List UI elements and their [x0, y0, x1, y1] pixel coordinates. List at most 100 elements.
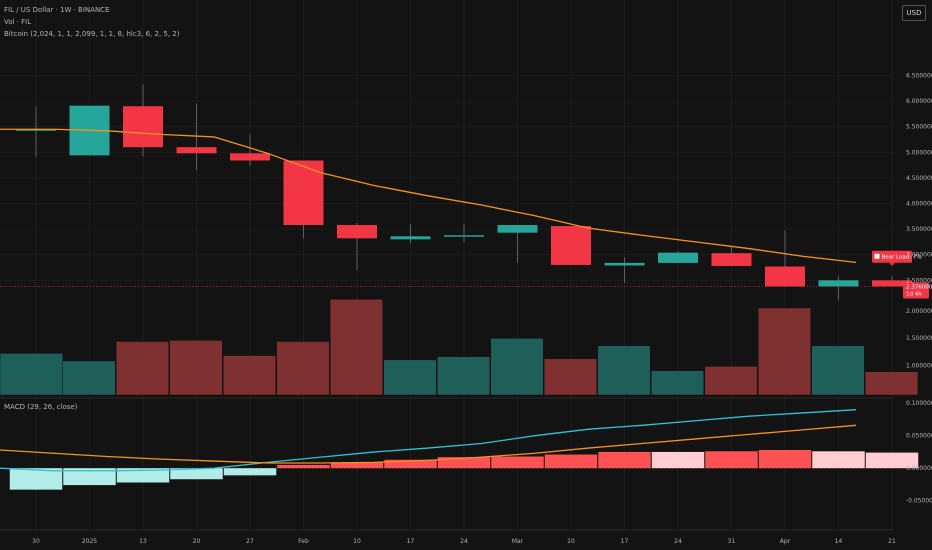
- x-tick-label: 30: [32, 538, 40, 545]
- macd-histogram-bar: [384, 459, 437, 469]
- x-tick-label: Apr: [780, 538, 791, 545]
- axis-layer: 30 2025 13 20 27 Feb 10 17 24 Mar 10 17 24 31 Apr 14 21 6…: [32, 72, 932, 545]
- candle-body: [765, 266, 805, 287]
- x-tick-label: 10: [353, 538, 361, 545]
- bear-icon: [874, 253, 880, 259]
- currency-button[interactable]: USD: [902, 5, 926, 21]
- volume-bar: [223, 355, 276, 396]
- macd-histogram-bar: [491, 456, 544, 469]
- x-tick-label: 2025: [82, 538, 97, 545]
- macd-histogram-bar: [705, 451, 758, 469]
- candle-body: [444, 235, 484, 237]
- volume-bar: [330, 299, 383, 396]
- moving-average-line: [0, 128, 857, 264]
- x-tick-label: 27: [246, 538, 254, 545]
- volume-tick-label: 1.5000000: [906, 335, 932, 342]
- volume-label: Vol · FIL: [4, 18, 32, 26]
- volume-bar: [62, 360, 116, 396]
- candle-body: [390, 236, 431, 240]
- macd-histogram-bar: [437, 457, 491, 469]
- x-tick-label: 24: [460, 538, 468, 545]
- price-tick-label: 5.0000000: [906, 149, 932, 156]
- volume-bar: [811, 345, 865, 396]
- volume-bar: [0, 353, 63, 396]
- last-price-countdown: 1d 4h: [906, 291, 922, 297]
- price-tick-label: 2.5000000: [906, 277, 932, 284]
- volume-tick-label: 2.0000000: [906, 308, 932, 315]
- volume-bar: [544, 358, 597, 396]
- macd-histogram-bar: [223, 468, 277, 476]
- volume-pane[interactable]: [0, 299, 918, 396]
- candle-body: [818, 280, 859, 287]
- price-tick-label: 6.0000000: [906, 98, 932, 105]
- candle-body: [604, 262, 645, 266]
- macd-histogram-bar: [812, 451, 865, 469]
- price-tick-label: 3.5000000: [906, 226, 932, 233]
- macd-line: [0, 409, 857, 472]
- last-price-value: 2.3760000: [906, 284, 932, 290]
- x-tick-label: 14: [835, 538, 843, 545]
- volume-tick-label: 1.0000000: [906, 362, 932, 369]
- x-tick-label: 24: [674, 538, 682, 545]
- macd-label: MACD (29, 26, close): [4, 403, 78, 411]
- macd-histogram-bar: [116, 468, 170, 483]
- price-tick-label: 4.0000000: [906, 201, 932, 208]
- x-tick-label: Feb: [298, 538, 309, 545]
- candle-body: [872, 280, 912, 287]
- macd-histogram-bar: [758, 450, 812, 469]
- volume-bar: [704, 366, 758, 396]
- price-tick-label: 4.5000000: [906, 175, 932, 182]
- x-tick-label: 21: [888, 538, 896, 545]
- volume-bar: [383, 359, 437, 396]
- indicator-label: Bitcoin (2,024, 1, 1, 2,099, 1, 1, 8, hl…: [4, 30, 180, 38]
- x-tick-label: 17: [621, 538, 629, 545]
- macd-histogram-bar: [330, 462, 384, 469]
- x-tick-label: 20: [193, 538, 201, 545]
- macd-tick-label: 0.0000000: [906, 465, 932, 472]
- volume-bar: [758, 307, 811, 396]
- macd-histogram-bar: [9, 468, 63, 490]
- chart-title: FIL / US Dollar · 1W · BINANCE: [4, 6, 110, 14]
- macd-histogram-bar: [865, 452, 919, 469]
- volume-bar: [651, 370, 704, 396]
- volume-bar: [597, 345, 651, 396]
- macd-tick-label: -0.0500000: [906, 498, 932, 505]
- macd-tick-label: 0.0500000: [906, 433, 932, 440]
- x-tick-label: 10: [567, 538, 575, 545]
- macd-histogram-bar: [170, 468, 223, 480]
- volume-bar: [490, 337, 544, 396]
- macd-histogram-bar: [544, 454, 598, 469]
- x-tick-label: 13: [139, 538, 147, 545]
- volume-bar: [116, 341, 169, 396]
- candle-body: [16, 129, 56, 131]
- candle-body: [711, 253, 752, 266]
- macd-tick-label: 0.1000000: [906, 400, 932, 407]
- volume-bar: [169, 340, 223, 396]
- candle-body: [176, 147, 217, 154]
- macd-pane[interactable]: [0, 409, 919, 490]
- candle-body: [230, 153, 270, 161]
- price-tick-label: 5.5000000: [906, 124, 932, 131]
- x-tick-label: 31: [728, 538, 736, 545]
- price-pane[interactable]: Bear Load: 7%: [0, 84, 922, 300]
- bear-load-text: Bear Load: 7%: [882, 255, 922, 261]
- macd-histogram-bar: [63, 468, 116, 486]
- candle-body: [658, 252, 698, 263]
- volume-bar: [865, 371, 918, 396]
- last-price-tag: [903, 282, 929, 299]
- bear-load-pointer: [889, 262, 895, 266]
- candle-body: [123, 106, 163, 148]
- macd-histogram-bar: [277, 464, 330, 469]
- candle-body: [551, 226, 591, 265]
- x-tick-label: 17: [407, 538, 415, 545]
- candle-body: [337, 225, 377, 239]
- volume-bar: [437, 356, 490, 396]
- x-tick-label: Mar: [512, 538, 524, 545]
- candle-body: [497, 225, 538, 233]
- candle-body: [283, 160, 324, 226]
- macd-histogram-bar: [598, 451, 651, 469]
- bear-load-label: [872, 250, 912, 263]
- macd-histogram-bar: [651, 451, 705, 469]
- volume-bar: [276, 341, 330, 396]
